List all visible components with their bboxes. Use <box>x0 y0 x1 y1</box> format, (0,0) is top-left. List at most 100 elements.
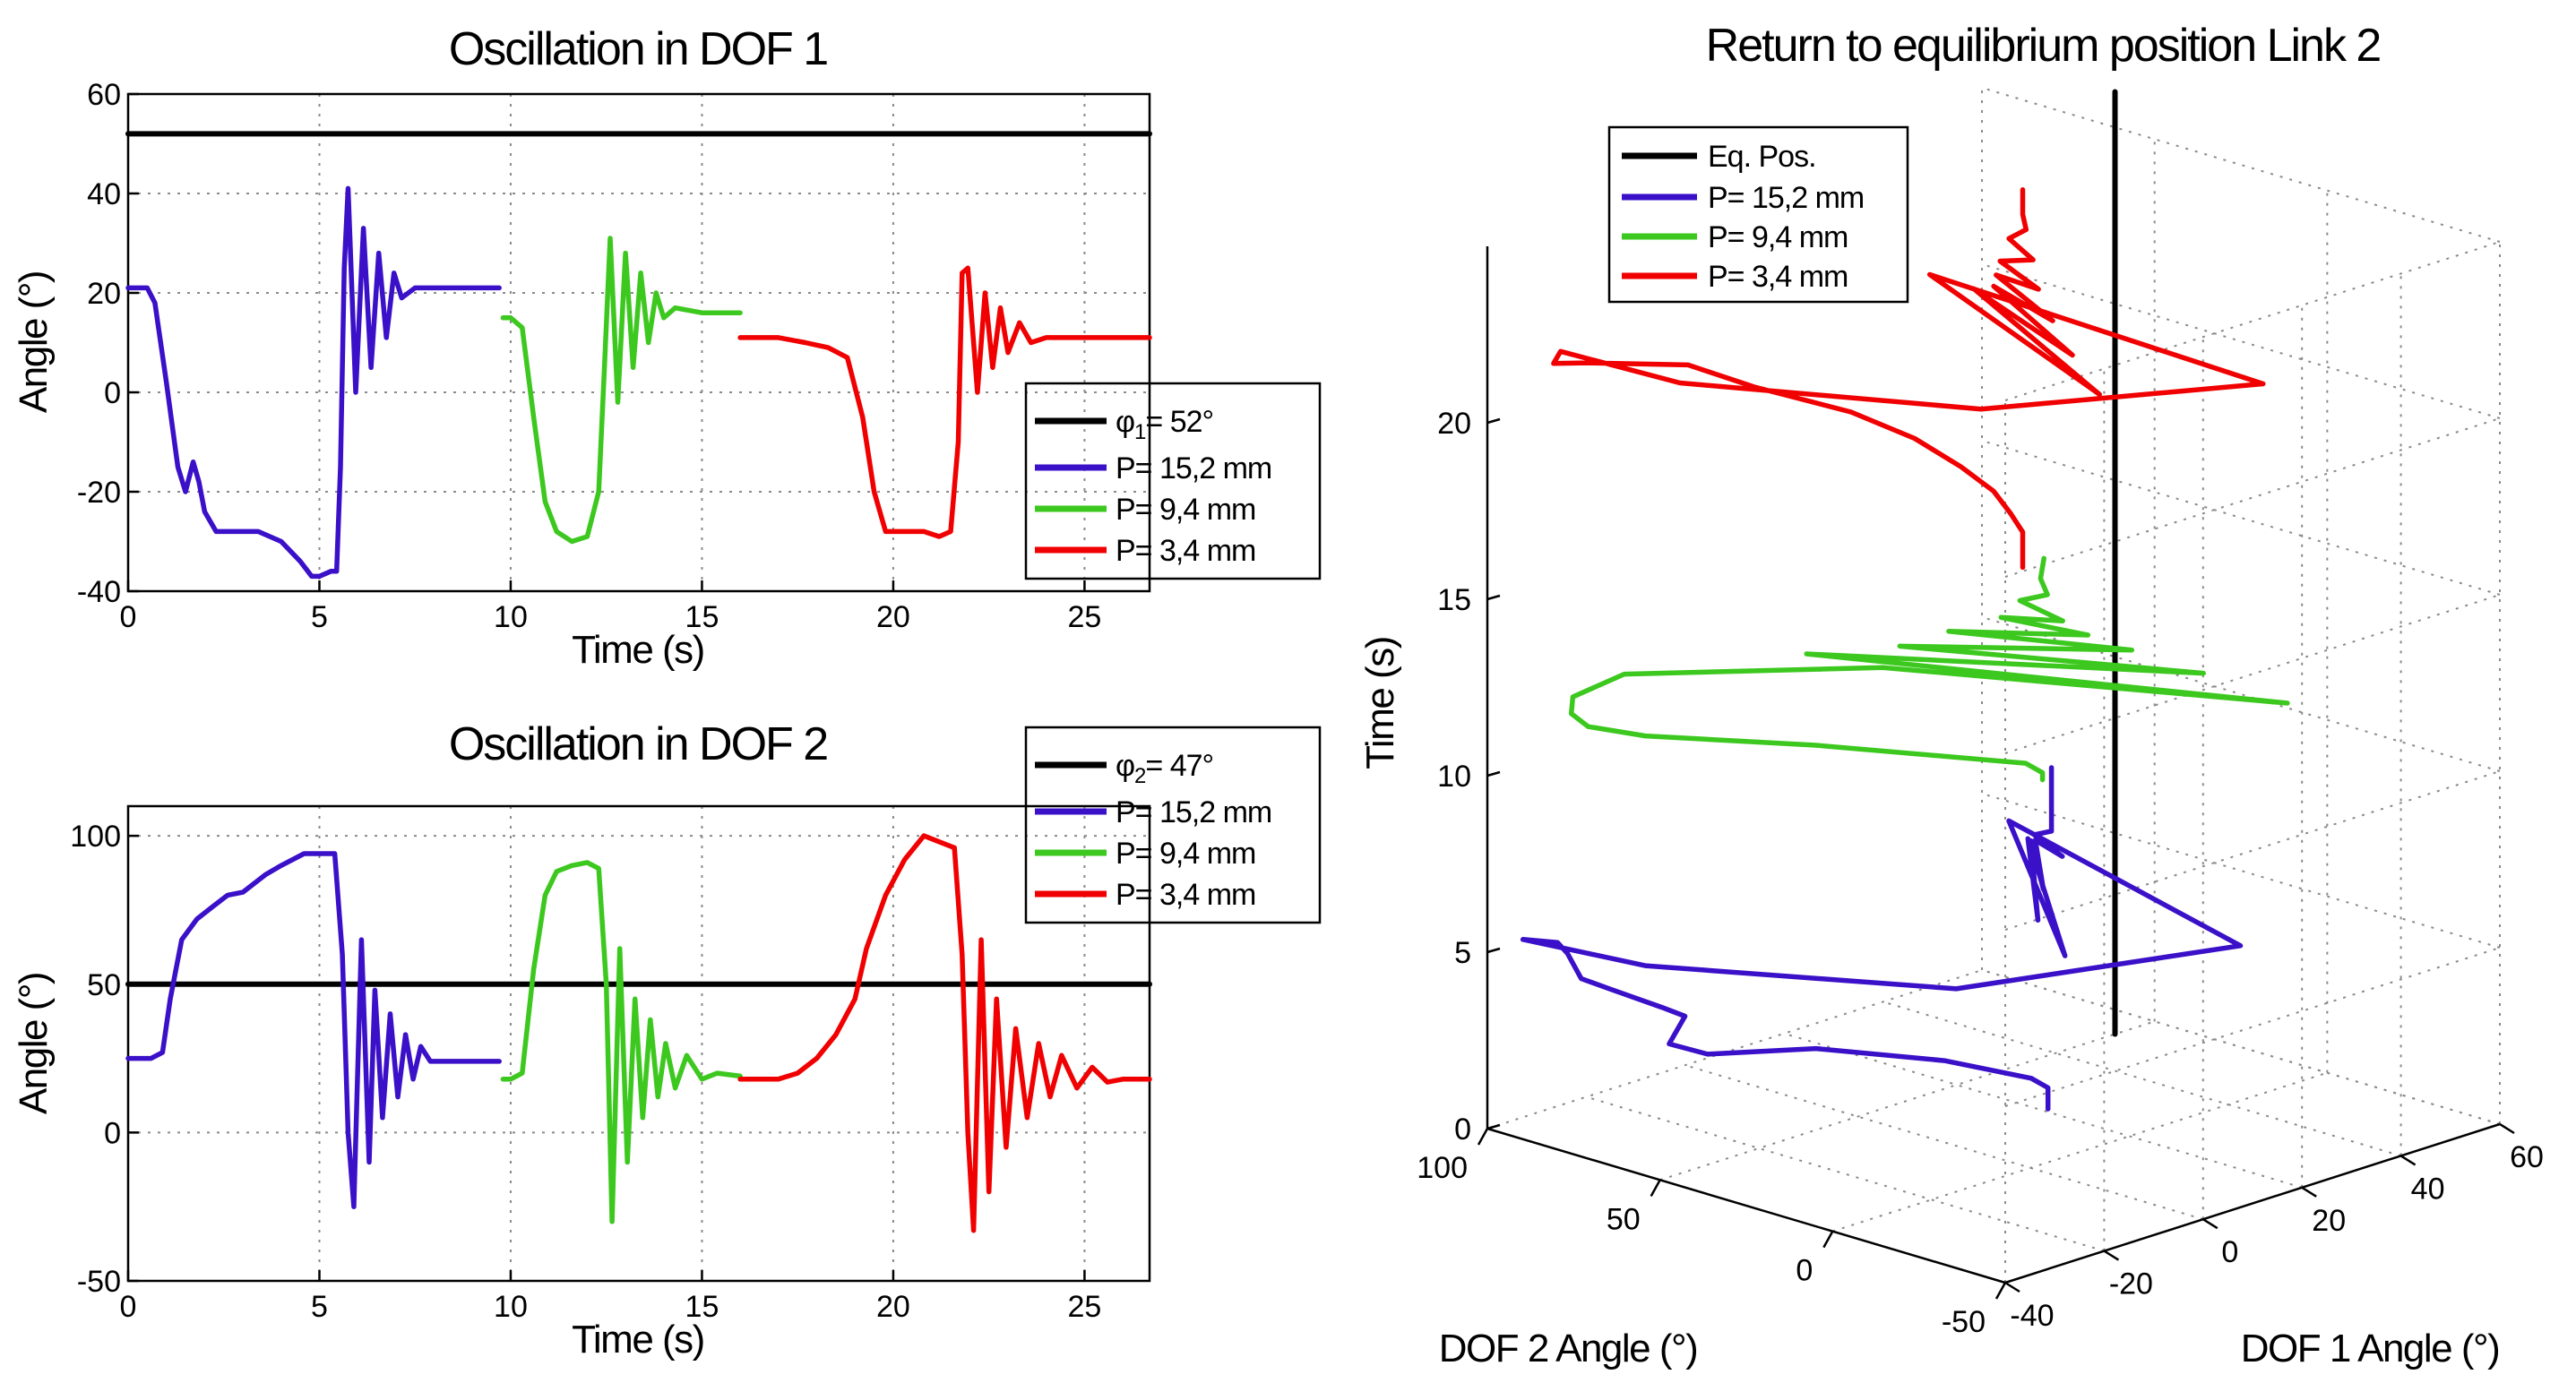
y-tick-label: 0 <box>104 376 121 410</box>
x-axis-label: Time (s) <box>572 1318 704 1362</box>
series-line-blue <box>125 851 502 1209</box>
tick-labels: 0 5 10 15 20 25 -40 -20 0 20 40 60 <box>77 78 1101 634</box>
legend: φ1= 52° P= 15,2 mm P= 9,4 mm P= 3,4 mm <box>1024 382 1322 580</box>
y-tick-label: -40 <box>2010 1299 2054 1333</box>
y-tick-label: -20 <box>77 476 121 510</box>
floor-grid-y <box>1882 1001 2401 1157</box>
z-tick-label: 0 <box>1454 1112 1471 1147</box>
legend-label-green: P= 9,4 mm <box>1708 220 1848 254</box>
y-tick-label: 0 <box>2221 1235 2238 1269</box>
floor-grid-y <box>1684 1064 2204 1221</box>
series-line-red <box>737 833 1152 1233</box>
x-tick-mark <box>1822 1231 1834 1249</box>
plot-frame <box>126 804 1151 1283</box>
tick-labels: -50 0 50 100 -40 -20 0 20 40 60 0 5 10 15 20 <box>1417 407 2544 1339</box>
x-tick-label: 25 <box>1068 600 1102 634</box>
z-tick-mark <box>1486 1123 1501 1130</box>
z-tick-mark <box>1486 417 1501 425</box>
backwall-grid-z <box>1981 440 2501 596</box>
backwall-grid-z <box>1981 793 2501 949</box>
y-tick-mark <box>2499 1122 2515 1135</box>
x-tick-label: 5 <box>311 600 328 634</box>
x-tick-mark <box>1650 1179 1661 1197</box>
legend-label-blue: P= 15,2 mm <box>1708 181 1864 215</box>
legend-label-green: P= 9,4 mm <box>1116 493 1255 527</box>
series-line-blue <box>125 185 502 580</box>
y-tick-label: 60 <box>2510 1140 2544 1174</box>
x-tick-label: 0 <box>120 1290 137 1324</box>
legend-label-red: P= 3,4 mm <box>1116 534 1255 568</box>
z-tick-label: 10 <box>1437 760 1471 794</box>
legend-box <box>1607 125 1909 304</box>
z-tick-mark <box>1486 594 1501 601</box>
legend-box <box>1024 726 1322 924</box>
chart-title: Oscillation in DOF 1 <box>449 23 827 75</box>
y-tick-label: 40 <box>2411 1172 2445 1206</box>
floor-grid-x <box>1832 1071 2328 1233</box>
floor-grid-x <box>1486 969 1983 1130</box>
y-axis-label: DOF 1 Angle (°) <box>2241 1327 2500 1370</box>
y-tick-label: 100 <box>70 820 121 854</box>
x-tick-label: 20 <box>876 1290 910 1324</box>
backwall-grid-z <box>1981 616 2501 772</box>
y-tick-label: -20 <box>2109 1267 2153 1301</box>
axes <box>1477 246 2515 1300</box>
y-tick-label: -40 <box>77 575 121 609</box>
series-line-blue <box>1520 765 2244 1112</box>
legend-label-eq: φ1= 52° <box>1116 405 1213 444</box>
sidewall-grid-z <box>2004 417 2501 578</box>
z-tick-mark <box>1486 947 1501 954</box>
y-tick-label: 0 <box>104 1116 121 1150</box>
legend: φ2= 47° P= 15,2 mm P= 9,4 mm P= 3,4 mm <box>1024 726 1322 924</box>
x-tick-label: 10 <box>494 600 528 634</box>
x-tick-label: 0 <box>120 600 137 634</box>
series-lines <box>1520 89 2290 1112</box>
y-tick-label: 20 <box>2312 1204 2346 1238</box>
legend-label-blue: P= 15,2 mm <box>1116 795 1271 829</box>
x-tick-label: 15 <box>685 600 719 634</box>
plot-frame <box>126 92 1151 593</box>
x-axis-label: DOF 2 Angle (°) <box>1439 1327 1698 1370</box>
legend: Eq. Pos. P= 15,2 mm P= 9,4 mm P= 3,4 mm <box>1607 125 1909 304</box>
floor-grid-x <box>1659 1020 2155 1181</box>
series-lines <box>125 131 1152 580</box>
x-tick-label: 10 <box>494 1290 528 1324</box>
z-tick-label: 20 <box>1437 407 1471 441</box>
x-tick-label: 50 <box>1607 1202 1641 1236</box>
series-line-green <box>500 860 743 1224</box>
z-axis-label: Time (s) <box>1358 637 1402 769</box>
x-tick-label: 100 <box>1417 1151 1468 1185</box>
y-axis-label: Angle (°) <box>12 271 56 413</box>
series-line-green <box>1568 555 2290 783</box>
legend-box <box>1024 382 1322 580</box>
y-tick-label: -50 <box>77 1265 121 1299</box>
x-tick-label: 25 <box>1068 1290 1102 1324</box>
y-tick-mark <box>2202 1218 2218 1230</box>
x-axis-line <box>1486 1127 2006 1284</box>
x-tick-label: 20 <box>876 600 910 634</box>
y-tick-label: 50 <box>87 968 121 1002</box>
chart-title: Oscillation in DOF 2 <box>449 718 827 770</box>
sidewall-grid-z <box>2004 594 2501 754</box>
y-tick-label: 60 <box>87 78 121 112</box>
y-tick-mark <box>2301 1186 2317 1198</box>
series-line-green <box>500 236 743 545</box>
x-tick-label: 15 <box>685 1290 719 1324</box>
y-tick-mark <box>2004 1281 2020 1293</box>
x-axis-label: Time (s) <box>572 628 704 672</box>
legend-label-eq: φ2= 47° <box>1116 749 1213 788</box>
y-tick-mark <box>2399 1155 2417 1166</box>
legend-label-blue: P= 15,2 mm <box>1116 451 1271 485</box>
backwall-grid-z <box>1981 263 2501 419</box>
z-tick-label: 15 <box>1437 583 1471 617</box>
x-tick-label: 0 <box>1796 1254 1813 1288</box>
backwall-grid-z <box>1981 969 2501 1125</box>
chart-link2-3d: Return to equilibrium position Link 2 -5… <box>1358 20 2544 1370</box>
y-axis-line <box>2004 1122 2501 1284</box>
series-lines <box>125 833 1152 1233</box>
z-tick-mark <box>1486 770 1501 777</box>
legend-label-red: P= 3,4 mm <box>1116 878 1255 912</box>
y-axis-label: Angle (°) <box>12 973 56 1114</box>
